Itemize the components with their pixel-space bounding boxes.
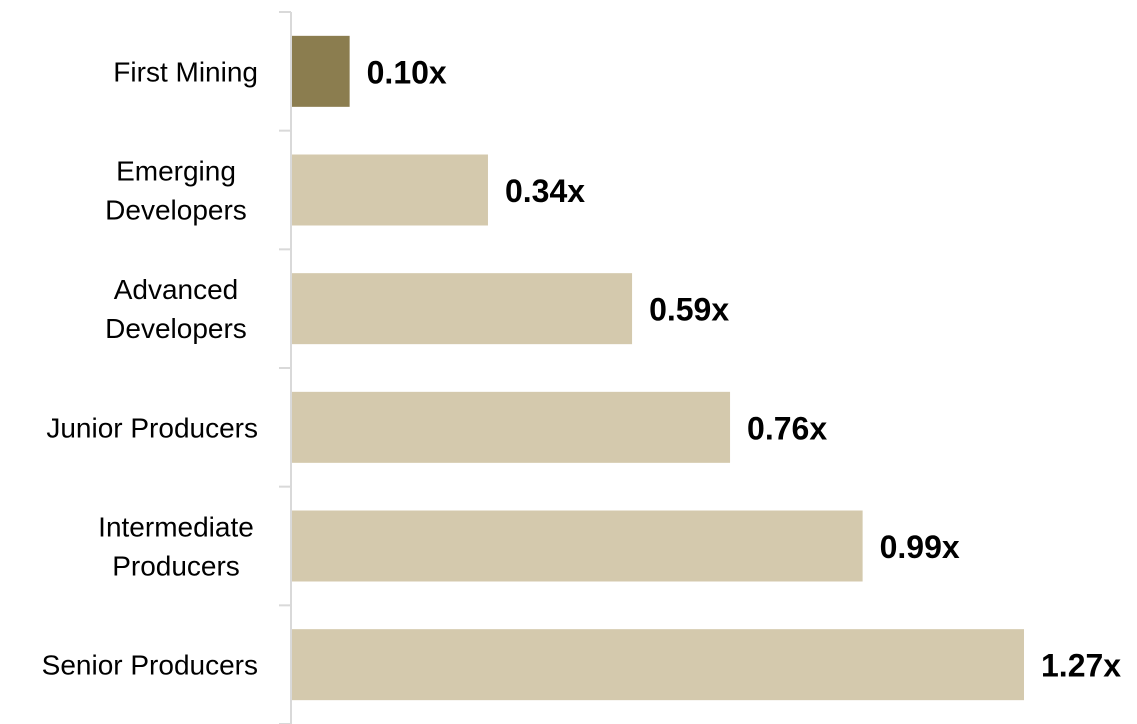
category-label: First Mining bbox=[113, 56, 258, 87]
category-label: Intermediate Producers bbox=[98, 512, 254, 582]
data-label: 0.99x bbox=[880, 529, 960, 565]
bar bbox=[292, 629, 1024, 701]
bar bbox=[292, 510, 863, 582]
data-label: 0.10x bbox=[367, 54, 447, 90]
bar bbox=[292, 273, 633, 345]
data-labels: 0.10x 0.34x 0.59x 0.76x 0.99x 1.27x bbox=[367, 54, 1122, 683]
category-label: Senior Producers bbox=[42, 650, 258, 681]
data-label: 0.34x bbox=[505, 173, 585, 209]
category-label: Emerging Developers bbox=[105, 156, 247, 226]
data-label: 0.76x bbox=[747, 410, 827, 446]
axis-ticks bbox=[279, 11, 291, 724]
bar bbox=[292, 35, 350, 107]
bars bbox=[292, 35, 1024, 701]
data-label: 1.27x bbox=[1041, 648, 1121, 684]
category-label: Advanced Developers bbox=[105, 274, 247, 344]
bar bbox=[292, 391, 731, 463]
category-label: Junior Producers bbox=[46, 412, 258, 443]
category-labels: First Mining Emerging Developers Advanced De… bbox=[42, 56, 258, 680]
data-label: 0.59x bbox=[649, 292, 729, 328]
bar bbox=[292, 154, 488, 226]
